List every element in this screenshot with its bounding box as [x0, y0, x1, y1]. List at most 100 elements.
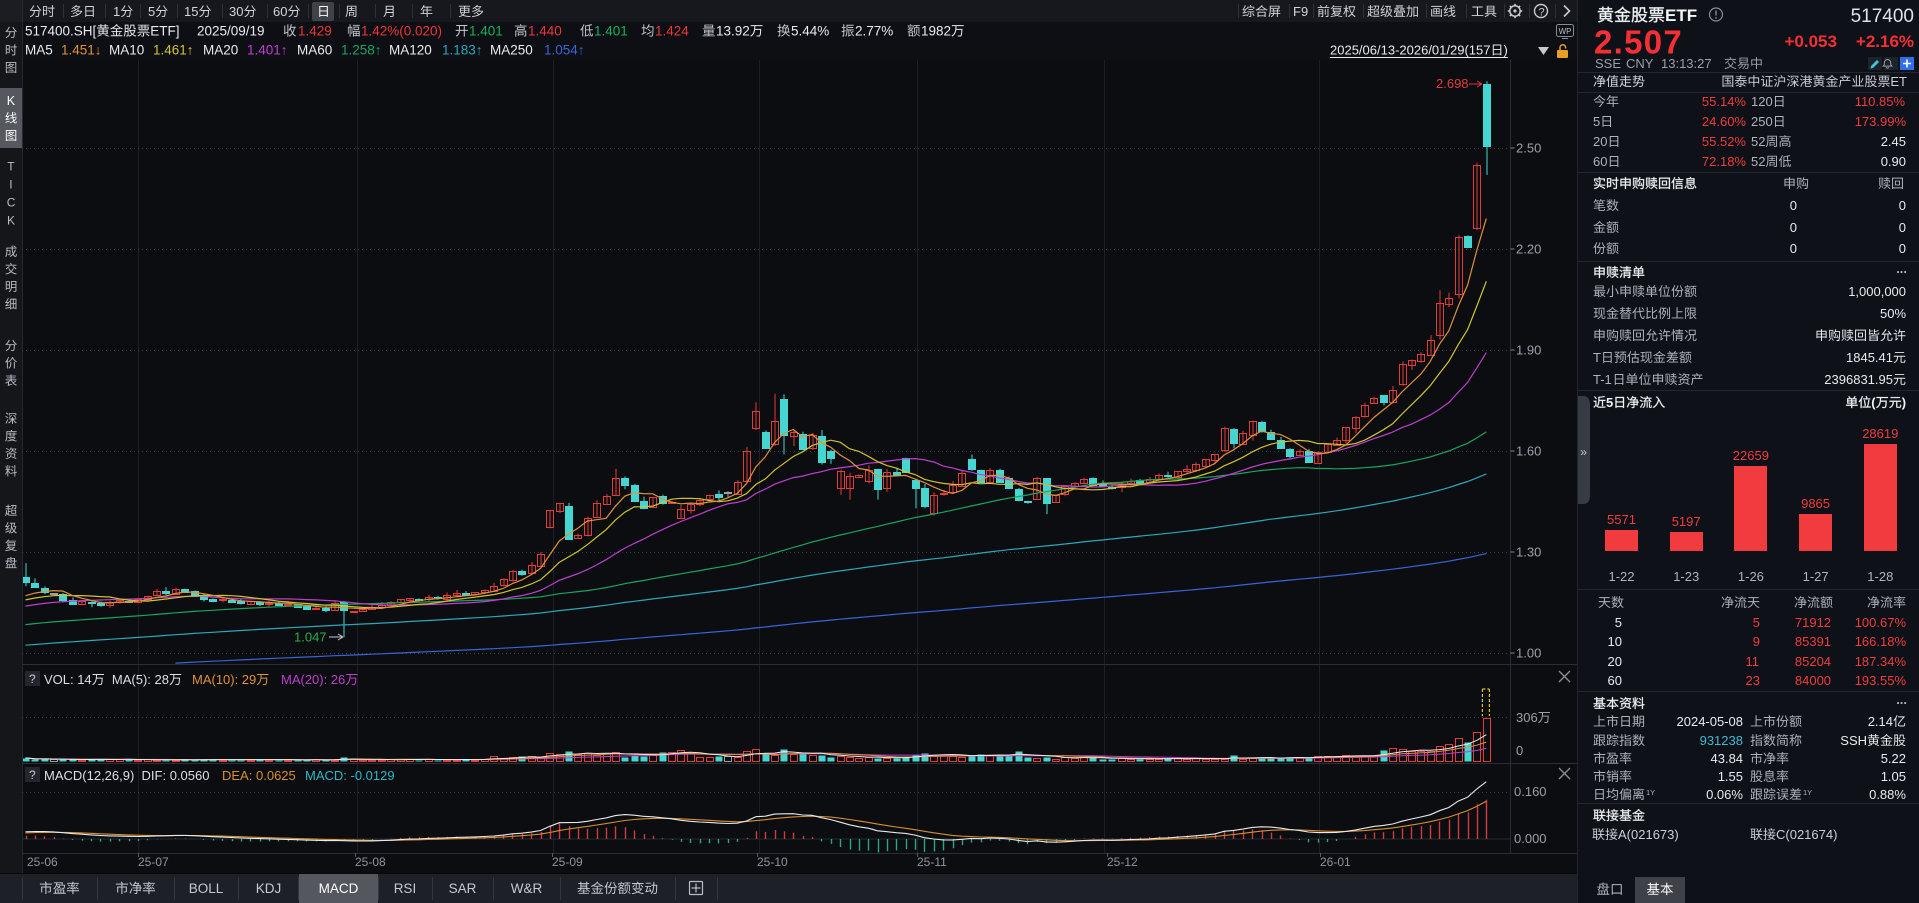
svg-text:): ) [1504, 43, 1508, 58]
svg-text:A(021673): A(021673) [1618, 827, 1679, 842]
svg-text:0.88%: 0.88% [1869, 787, 1906, 802]
svg-text:55.14%: 55.14% [1702, 94, 1747, 109]
svg-text:C(021674): C(021674) [1776, 827, 1837, 842]
svg-text:SAR: SAR [449, 881, 477, 896]
svg-text:1: 1 [113, 4, 120, 19]
svg-text:25-09: 25-09 [552, 855, 583, 869]
svg-text:9865: 9865 [1801, 496, 1830, 511]
svg-text:5: 5 [1606, 395, 1613, 410]
svg-text:1.440: 1.440 [528, 24, 562, 39]
svg-text:14: 14 [77, 672, 91, 687]
svg-text:1.424: 1.424 [655, 24, 689, 39]
svg-text:5: 5 [148, 4, 155, 19]
svg-text:120: 120 [1751, 94, 1773, 109]
svg-text:52: 52 [1751, 154, 1765, 169]
svg-text:5.44%: 5.44% [791, 24, 829, 39]
svg-text:0: 0 [1899, 198, 1906, 213]
svg-text:0.0560: 0.0560 [170, 768, 210, 783]
svg-text:2396831.95: 2396831.95 [1824, 372, 1893, 387]
svg-text:5: 5 [1615, 615, 1622, 630]
svg-text:1.401↑: 1.401↑ [247, 43, 288, 58]
svg-text:C: C [7, 196, 16, 210]
svg-text:1845.41: 1845.41 [1846, 350, 1893, 365]
svg-text:20: 20 [1608, 654, 1622, 669]
svg-text:0: 0 [1790, 220, 1797, 235]
svg-text:MA5: MA5 [25, 43, 53, 58]
svg-text:1.258↑: 1.258↑ [341, 43, 382, 58]
svg-text:0.90: 0.90 [1881, 154, 1906, 169]
svg-text:1-26: 1-26 [1738, 569, 1764, 584]
svg-text:K: K [7, 94, 16, 108]
svg-text:22659: 22659 [1733, 448, 1769, 463]
svg-text:28619: 28619 [1862, 426, 1898, 441]
svg-text:MACD: MACD [319, 881, 359, 896]
svg-text:25-07: 25-07 [138, 855, 169, 869]
svg-text:KDJ: KDJ [256, 881, 282, 896]
svg-text:MA10: MA10 [109, 43, 144, 58]
svg-text:1.90: 1.90 [1516, 343, 1541, 358]
svg-text:1982: 1982 [921, 24, 951, 39]
svg-text:5197: 5197 [1672, 514, 1701, 529]
svg-text:»: » [1580, 445, 1587, 459]
svg-text:60: 60 [1608, 673, 1622, 688]
svg-text:2.77%: 2.77% [855, 24, 893, 39]
svg-text:52: 52 [1751, 134, 1765, 149]
svg-text:306: 306 [1516, 710, 1538, 725]
svg-text:2024-05-08: 2024-05-08 [1677, 714, 1744, 729]
svg-text:110.85%: 110.85% [1855, 94, 1906, 109]
svg-text:1.00: 1.00 [1516, 646, 1541, 661]
svg-text:72.18%: 72.18% [1702, 154, 1747, 169]
svg-text:187.34%: 187.34% [1855, 654, 1907, 669]
svg-text:1Y: 1Y [1803, 788, 1812, 797]
svg-text:0.06%: 0.06% [1706, 787, 1743, 802]
svg-text:0.0625: 0.0625 [256, 768, 296, 783]
svg-text:13:13:27: 13:13:27 [1661, 56, 1712, 71]
svg-text:1,000,000: 1,000,000 [1848, 284, 1906, 299]
svg-text:5: 5 [1753, 615, 1760, 630]
svg-text:MA20: MA20 [203, 43, 238, 58]
svg-text:): ) [1902, 395, 1906, 410]
svg-text:517400: 517400 [1851, 6, 1914, 27]
svg-text:VOL:: VOL: [44, 672, 74, 687]
svg-text:(: ( [1871, 395, 1876, 410]
svg-text:ETF: ETF [1665, 6, 1697, 25]
svg-text:1-28: 1-28 [1867, 569, 1893, 584]
svg-text:MACD:: MACD: [305, 768, 347, 783]
svg-text:T-1: T-1 [1593, 372, 1612, 387]
svg-text:DIF:: DIF: [142, 768, 167, 783]
svg-text:1.30: 1.30 [1516, 545, 1541, 560]
svg-text:?: ? [29, 672, 36, 686]
svg-text:0: 0 [1790, 198, 1797, 213]
svg-text:1.461↑: 1.461↑ [153, 43, 194, 58]
svg-text:26: 26 [331, 672, 345, 687]
svg-text:MA120: MA120 [389, 43, 432, 58]
svg-text:1.183↑: 1.183↑ [442, 43, 483, 58]
svg-text:SSH: SSH [1840, 733, 1867, 748]
svg-text:1.429: 1.429 [298, 24, 332, 39]
svg-text:W&R: W&R [511, 881, 543, 896]
svg-text:+2.16%: +2.16% [1856, 32, 1914, 51]
svg-text:0: 0 [1516, 743, 1523, 758]
svg-text:100.67%: 100.67% [1855, 615, 1907, 630]
svg-text:60: 60 [273, 4, 287, 19]
svg-text:25-11: 25-11 [917, 855, 947, 869]
svg-text:1-23: 1-23 [1673, 569, 1699, 584]
svg-text:F9: F9 [1293, 4, 1308, 19]
svg-text:2025/06/13-2026/01/29(157: 2025/06/13-2026/01/29(157 [1330, 43, 1490, 58]
svg-text:1.60: 1.60 [1516, 444, 1541, 459]
svg-text:T: T [7, 160, 15, 174]
svg-text:931238: 931238 [1700, 733, 1743, 748]
svg-text:CNY: CNY [1626, 56, 1654, 71]
svg-text:71912: 71912 [1795, 615, 1831, 630]
svg-text:25-08: 25-08 [355, 855, 386, 869]
svg-text:2.698: 2.698 [1436, 76, 1469, 91]
svg-text:50%: 50% [1880, 306, 1906, 321]
svg-text:2.50: 2.50 [1516, 141, 1541, 156]
svg-text:+0.053: +0.053 [1785, 32, 1837, 51]
svg-text:28: 28 [155, 672, 169, 687]
svg-text:RSI: RSI [394, 881, 417, 896]
svg-text:0: 0 [1790, 241, 1797, 256]
svg-text:-0.0129: -0.0129 [351, 768, 395, 783]
svg-text:1Y: 1Y [1646, 788, 1655, 797]
svg-text:1.054↑: 1.054↑ [544, 43, 585, 58]
